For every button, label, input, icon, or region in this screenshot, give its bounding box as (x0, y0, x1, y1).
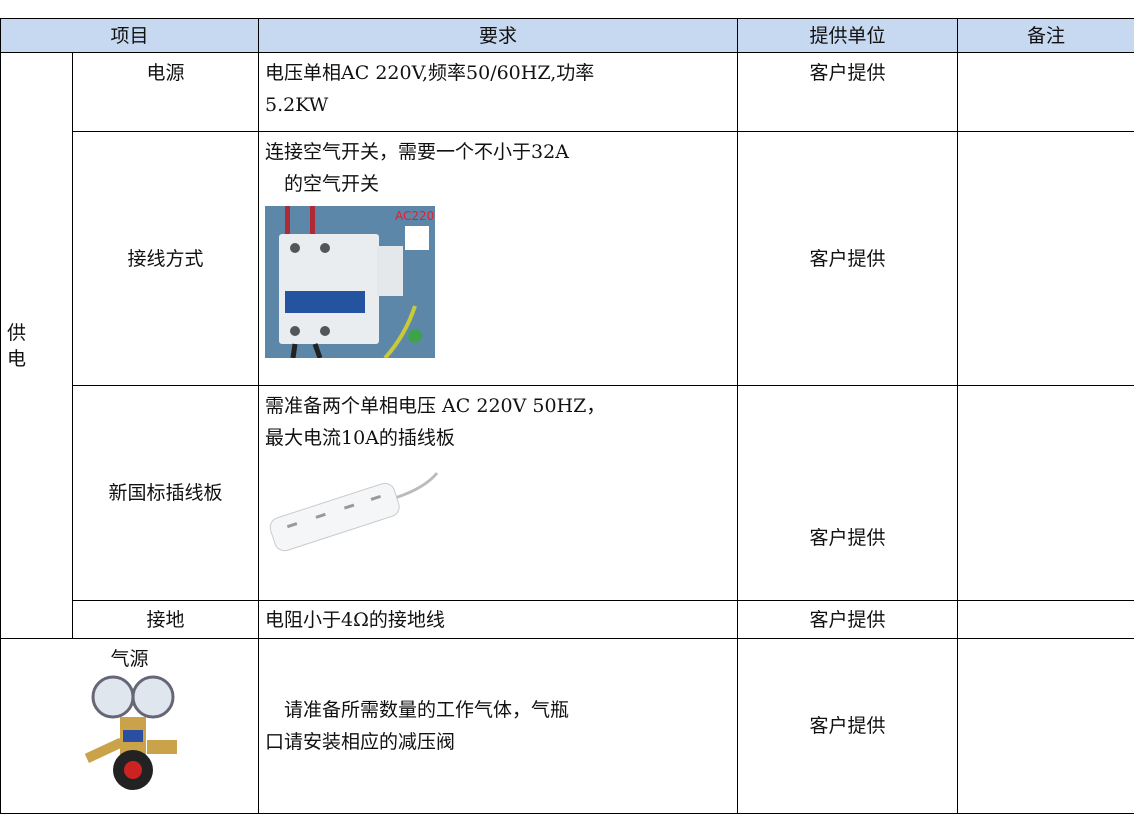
note-cell (958, 53, 1134, 132)
item-label: 新国标插线板 (79, 477, 252, 509)
req-line: 请准备所需数量的工作气体，气瓶 (265, 694, 731, 726)
note-cell (958, 132, 1134, 386)
req-line: 的空气开关 (265, 168, 731, 200)
header-cell: 备注 (958, 19, 1134, 53)
header-cell: 要求 (259, 19, 738, 53)
header-row: 项目 要求 提供单位 备注 (1, 19, 1134, 53)
item-cell: 接线方式 (73, 132, 259, 386)
group-cell: 供电 (1, 53, 73, 639)
group-label: 供电 (7, 320, 30, 372)
provider-cell: 客户提供 (738, 601, 958, 639)
spec-table-wrap: 项目 要求 提供单位 备注 供电 电源 电压单相AC 220V,频率50/60H… (0, 18, 1134, 814)
regulator-image (75, 675, 185, 793)
note-cell (958, 601, 1134, 639)
item-cell: 新国标插线板 (73, 386, 259, 601)
row: 接地 电阻小于4Ω的接地线 客户提供 (1, 601, 1134, 639)
header-cell: 项目 (1, 19, 259, 53)
provider-cell: 客户提供 (738, 386, 958, 601)
note-cell (958, 386, 1134, 601)
req-line: 电压单相AC 220V,频率50/60HZ,功率 (265, 57, 731, 89)
spec-table: 项目 要求 提供单位 备注 供电 电源 电压单相AC 220V,频率50/60H… (0, 18, 1134, 814)
row: 气源 请准备所需数量的工作气体，气瓶口请安装相应的减压阀 客户提供 (1, 639, 1134, 814)
provider-cell: 客户提供 (738, 132, 958, 386)
header-cell: 提供单位 (738, 19, 958, 53)
req-cell: 需准备两个单相电压 AC 220V 50HZ，最大电流10A的插线板 (259, 386, 738, 601)
provider-cell: 客户提供 (738, 639, 958, 814)
req-cell: 电阻小于4Ω的接地线 (259, 601, 738, 639)
req-line: 口请安装相应的减压阀 (265, 726, 731, 758)
item-cell: 气源 (1, 639, 259, 814)
req-cell: 请准备所需数量的工作气体，气瓶口请安装相应的减压阀 (259, 639, 738, 814)
note-cell (958, 639, 1134, 814)
item-label: 气源 (7, 643, 252, 675)
req-line: 最大电流10A的插线板 (265, 422, 731, 454)
req-line: 连接空气开关，需要一个不小于32A (265, 136, 731, 168)
row: 新国标插线板 需准备两个单相电压 AC 220V 50HZ，最大电流10A的插线… (1, 386, 1134, 601)
req-line: 电阻小于4Ω的接地线 (265, 604, 731, 636)
item-cell: 电源 (73, 53, 259, 132)
item-cell: 接地 (73, 601, 259, 639)
req-line: 5.2KW (265, 89, 731, 121)
provider-cell: 客户提供 (738, 53, 958, 132)
power-strip-image (265, 458, 445, 558)
req-line: 需准备两个单相电压 AC 220V 50HZ， (265, 390, 731, 422)
